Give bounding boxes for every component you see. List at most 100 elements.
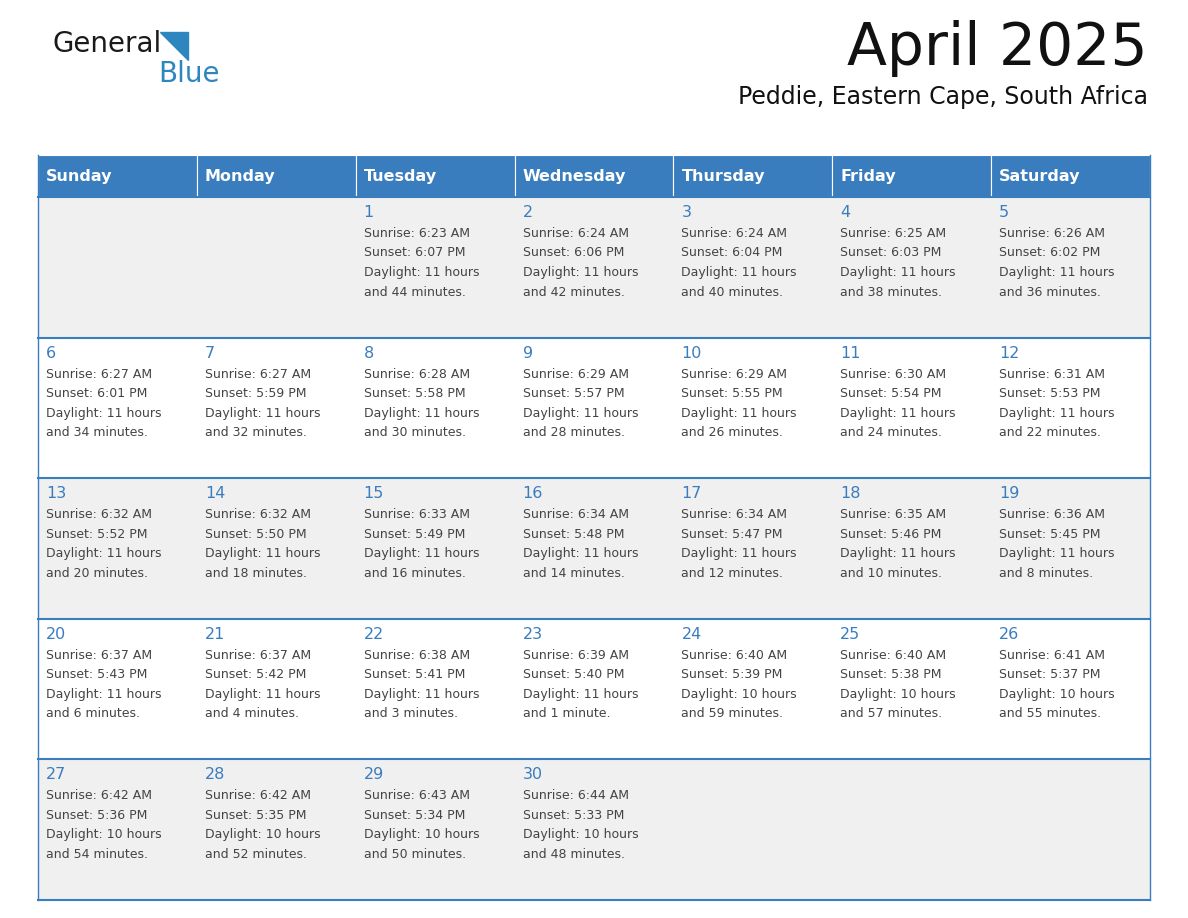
Text: Sunset: 6:07 PM: Sunset: 6:07 PM (364, 247, 466, 260)
Bar (38, 338, 1150, 478)
Text: 29: 29 (364, 767, 384, 782)
Text: Sunset: 5:47 PM: Sunset: 5:47 PM (682, 528, 783, 541)
Text: 14: 14 (204, 487, 226, 501)
Text: and 59 minutes.: and 59 minutes. (682, 707, 783, 721)
Text: Daylight: 11 hours: Daylight: 11 hours (999, 266, 1114, 279)
Text: 13: 13 (46, 487, 67, 501)
Text: Daylight: 11 hours: Daylight: 11 hours (523, 547, 638, 560)
Text: Sunrise: 6:24 AM: Sunrise: 6:24 AM (682, 227, 788, 240)
Text: Sunrise: 6:42 AM: Sunrise: 6:42 AM (204, 789, 311, 802)
Text: and 16 minutes.: and 16 minutes. (364, 566, 466, 579)
Text: Blue: Blue (158, 60, 220, 88)
Bar (674, 155, 833, 197)
Text: 3: 3 (682, 205, 691, 220)
Text: Sunrise: 6:34 AM: Sunrise: 6:34 AM (523, 509, 628, 521)
Text: Sunrise: 6:43 AM: Sunrise: 6:43 AM (364, 789, 469, 802)
Text: Sunset: 5:37 PM: Sunset: 5:37 PM (999, 668, 1100, 681)
Bar (355, 155, 514, 197)
Text: Daylight: 10 hours: Daylight: 10 hours (840, 688, 956, 700)
Text: and 44 minutes.: and 44 minutes. (364, 285, 466, 298)
Text: and 22 minutes.: and 22 minutes. (999, 426, 1101, 439)
Text: Sunrise: 6:27 AM: Sunrise: 6:27 AM (204, 367, 311, 381)
Text: 16: 16 (523, 487, 543, 501)
Text: and 10 minutes.: and 10 minutes. (840, 566, 942, 579)
Text: 5: 5 (999, 205, 1010, 220)
Text: Daylight: 11 hours: Daylight: 11 hours (523, 266, 638, 279)
Text: Sunset: 5:57 PM: Sunset: 5:57 PM (523, 387, 624, 400)
Text: 23: 23 (523, 627, 543, 642)
Text: Sunset: 5:55 PM: Sunset: 5:55 PM (682, 387, 783, 400)
Text: 28: 28 (204, 767, 226, 782)
Text: and 20 minutes.: and 20 minutes. (46, 566, 148, 579)
Text: Sunrise: 6:24 AM: Sunrise: 6:24 AM (523, 227, 628, 240)
Text: Sunset: 5:52 PM: Sunset: 5:52 PM (46, 528, 147, 541)
Bar (514, 155, 674, 197)
Text: Sunset: 5:53 PM: Sunset: 5:53 PM (999, 387, 1100, 400)
Bar (38, 619, 1150, 759)
Text: Sunrise: 6:40 AM: Sunrise: 6:40 AM (840, 649, 947, 662)
Text: April 2025: April 2025 (847, 20, 1148, 77)
Text: Sunset: 6:06 PM: Sunset: 6:06 PM (523, 247, 624, 260)
Text: Sunset: 5:38 PM: Sunset: 5:38 PM (840, 668, 942, 681)
Text: Sunrise: 6:32 AM: Sunrise: 6:32 AM (204, 509, 311, 521)
Text: Sunrise: 6:28 AM: Sunrise: 6:28 AM (364, 367, 469, 381)
Text: and 57 minutes.: and 57 minutes. (840, 707, 942, 721)
Text: 15: 15 (364, 487, 384, 501)
Text: Daylight: 11 hours: Daylight: 11 hours (682, 407, 797, 420)
Text: Daylight: 10 hours: Daylight: 10 hours (204, 828, 321, 842)
Text: 10: 10 (682, 345, 702, 361)
Text: Daylight: 10 hours: Daylight: 10 hours (364, 828, 479, 842)
Text: Daylight: 10 hours: Daylight: 10 hours (999, 688, 1114, 700)
Text: 1: 1 (364, 205, 374, 220)
Text: and 48 minutes.: and 48 minutes. (523, 848, 625, 861)
Text: Sunrise: 6:42 AM: Sunrise: 6:42 AM (46, 789, 152, 802)
Text: Sunset: 5:41 PM: Sunset: 5:41 PM (364, 668, 465, 681)
Text: and 36 minutes.: and 36 minutes. (999, 285, 1101, 298)
Text: and 38 minutes.: and 38 minutes. (840, 285, 942, 298)
Text: Sunset: 5:50 PM: Sunset: 5:50 PM (204, 528, 307, 541)
Text: Daylight: 11 hours: Daylight: 11 hours (204, 688, 321, 700)
Text: Sunrise: 6:29 AM: Sunrise: 6:29 AM (523, 367, 628, 381)
Text: Daylight: 11 hours: Daylight: 11 hours (682, 266, 797, 279)
Text: Sunset: 5:36 PM: Sunset: 5:36 PM (46, 809, 147, 822)
Text: 9: 9 (523, 345, 532, 361)
Text: Sunrise: 6:37 AM: Sunrise: 6:37 AM (46, 649, 152, 662)
Text: Monday: Monday (204, 169, 276, 184)
Text: Sunset: 5:43 PM: Sunset: 5:43 PM (46, 668, 147, 681)
Text: 12: 12 (999, 345, 1019, 361)
Text: and 55 minutes.: and 55 minutes. (999, 707, 1101, 721)
Text: Sunset: 5:35 PM: Sunset: 5:35 PM (204, 809, 307, 822)
Text: Sunrise: 6:23 AM: Sunrise: 6:23 AM (364, 227, 469, 240)
Text: Sunset: 6:02 PM: Sunset: 6:02 PM (999, 247, 1100, 260)
Text: and 26 minutes.: and 26 minutes. (682, 426, 783, 439)
Text: Daylight: 11 hours: Daylight: 11 hours (999, 407, 1114, 420)
Text: Sunset: 5:54 PM: Sunset: 5:54 PM (840, 387, 942, 400)
Text: Daylight: 11 hours: Daylight: 11 hours (204, 407, 321, 420)
Text: Daylight: 11 hours: Daylight: 11 hours (364, 407, 479, 420)
Text: Daylight: 11 hours: Daylight: 11 hours (204, 547, 321, 560)
Text: Thursday: Thursday (682, 169, 765, 184)
Text: Daylight: 11 hours: Daylight: 11 hours (840, 547, 956, 560)
Text: Sunrise: 6:27 AM: Sunrise: 6:27 AM (46, 367, 152, 381)
Text: Daylight: 11 hours: Daylight: 11 hours (46, 407, 162, 420)
Bar (38, 478, 1150, 619)
Text: Daylight: 10 hours: Daylight: 10 hours (682, 688, 797, 700)
Text: Sunrise: 6:40 AM: Sunrise: 6:40 AM (682, 649, 788, 662)
Text: Daylight: 11 hours: Daylight: 11 hours (523, 407, 638, 420)
Text: and 34 minutes.: and 34 minutes. (46, 426, 147, 439)
Text: Daylight: 10 hours: Daylight: 10 hours (523, 828, 638, 842)
Polygon shape (160, 32, 188, 60)
Text: Sunset: 5:34 PM: Sunset: 5:34 PM (364, 809, 465, 822)
Bar (38, 197, 1150, 338)
Text: Friday: Friday (840, 169, 896, 184)
Text: General: General (52, 30, 162, 58)
Text: Sunrise: 6:38 AM: Sunrise: 6:38 AM (364, 649, 469, 662)
Text: 22: 22 (364, 627, 384, 642)
Text: Sunday: Sunday (46, 169, 113, 184)
Text: Sunset: 5:39 PM: Sunset: 5:39 PM (682, 668, 783, 681)
Text: Daylight: 11 hours: Daylight: 11 hours (364, 547, 479, 560)
Text: Sunset: 6:04 PM: Sunset: 6:04 PM (682, 247, 783, 260)
Text: 7: 7 (204, 345, 215, 361)
Text: 8: 8 (364, 345, 374, 361)
Text: and 40 minutes.: and 40 minutes. (682, 285, 783, 298)
